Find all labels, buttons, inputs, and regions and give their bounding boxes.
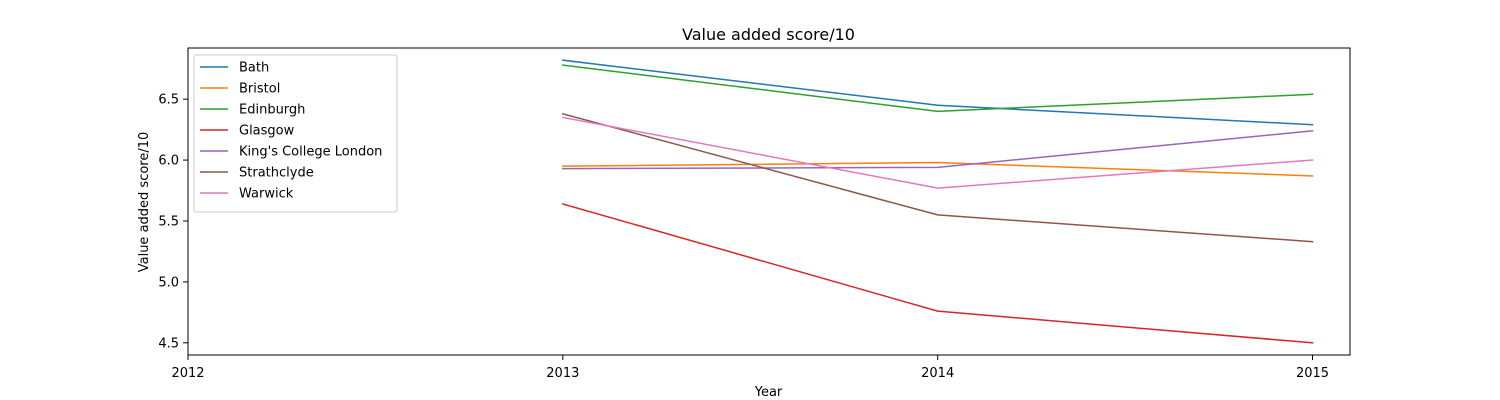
series-line-glasgow [561, 203, 1314, 344]
y-tick-label: 4.5 [158, 336, 179, 351]
series-line-bristol [562, 161, 1314, 177]
legend-box [193, 54, 398, 213]
legend-label: Edinburgh [239, 103, 305, 118]
y-tick-label: 6.0 [158, 154, 179, 169]
x-axis-title: Year [754, 385, 783, 400]
x-tick-label: 2012 [171, 366, 204, 381]
series-line-king-s-college-london [562, 130, 1314, 170]
y-tick-label: 5.5 [158, 214, 179, 229]
y-axis-title: Value added score/10 [137, 132, 152, 273]
x-tick-label: 2013 [546, 366, 579, 381]
ticks-layer: 2012 2013 2014 2015 4.5 5.0 5.5 6.0 6.5 [158, 93, 1329, 381]
y-tick-label: 6.5 [158, 93, 179, 108]
legend-label: King's College London [239, 145, 382, 160]
plot-frame [187, 47, 1351, 356]
legend: Bath Bristol Edinburgh Glasgow King's Colleg… [193, 54, 398, 213]
legend-label: Bristol [239, 82, 280, 97]
legend-label: Glasgow [239, 124, 295, 139]
series-line-warwick [561, 116, 1314, 189]
legend-label: Warwick [239, 187, 294, 202]
x-tick-label: 2015 [1296, 366, 1329, 381]
series-layer [561, 59, 1314, 344]
legend-label: Strathclyde [239, 166, 314, 181]
series-line-edinburgh [562, 64, 1314, 113]
chart-title: Value added score/10 [682, 25, 855, 44]
y-tick-label: 5.0 [158, 275, 179, 290]
series-line-bath [562, 59, 1314, 126]
series-line-strathclyde [561, 112, 1314, 243]
legend-label: Bath [239, 61, 269, 76]
x-tick-label: 2014 [921, 366, 954, 381]
